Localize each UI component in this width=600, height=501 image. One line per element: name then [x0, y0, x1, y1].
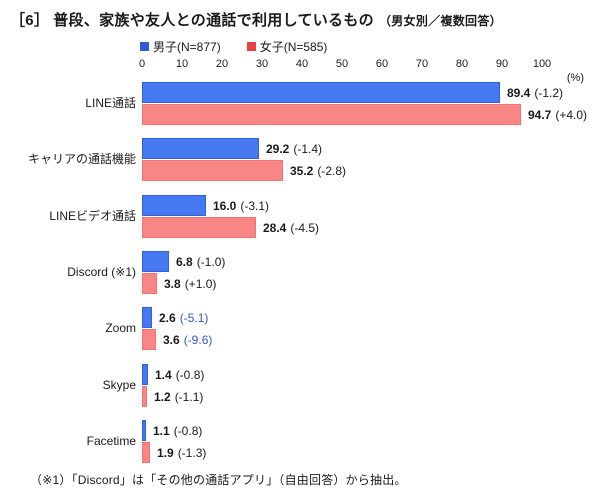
value-change: (-0.8) — [175, 367, 205, 382]
bar-female — [142, 329, 156, 350]
value-label-male: 29.2 (-1.4) — [266, 138, 322, 159]
x-tick-label: 70 — [415, 58, 429, 70]
value-label-male: 1.4 (-0.8) — [155, 364, 204, 385]
value-label-female: 35.2 (-2.8) — [290, 160, 346, 181]
value-number: 89.4 — [507, 85, 531, 100]
bar-male — [142, 251, 169, 272]
value-change: (-1.4) — [293, 141, 323, 156]
bar-female — [142, 273, 157, 294]
bar-female — [142, 160, 283, 181]
value-change: (-1.0) — [196, 254, 226, 269]
value-number: 29.2 — [266, 141, 290, 156]
category-label: Skype — [102, 377, 136, 392]
bar-male — [142, 82, 500, 103]
value-number: 35.2 — [290, 163, 314, 178]
bar-male — [142, 195, 206, 216]
category-label: Zoom — [105, 320, 136, 335]
value-label-male: 1.1 (-0.8) — [153, 420, 202, 441]
male-legend-swatch-icon — [140, 42, 149, 51]
x-tick-label: 100 — [532, 58, 552, 70]
value-number: 28.4 — [263, 220, 287, 235]
value-change: (-2.8) — [317, 163, 347, 178]
value-label-male: 6.8 (-1.0) — [176, 251, 225, 272]
bar-female — [142, 386, 147, 407]
x-tick-label: 80 — [455, 58, 469, 70]
legend-label-female: 女子(N=585) — [259, 40, 328, 54]
value-number: 1.4 — [155, 367, 172, 382]
chart-row: Discord (※1) 6.8 (-1.0) 3.8 (+1.0) — [0, 251, 600, 294]
chart-row: Skype 1.4 (-0.8) 1.2 (-1.1) — [0, 364, 600, 407]
value-number: 1.9 — [157, 445, 174, 460]
x-tick-label: 90 — [495, 58, 509, 70]
value-number: 1.2 — [154, 389, 171, 404]
bar-female — [142, 217, 256, 238]
value-change: (-4.5) — [290, 220, 320, 235]
value-number: 2.6 — [159, 310, 176, 325]
x-tick-label: 30 — [255, 58, 269, 70]
value-label-male: 89.4 (-1.2) — [507, 82, 563, 103]
category-label: キャリアの通話機能 — [27, 151, 136, 166]
category-label: Facetime — [86, 433, 136, 448]
female-legend-swatch-icon — [246, 42, 256, 51]
bar-female — [142, 104, 521, 125]
category-label: LINEビデオ通話 — [49, 208, 136, 223]
value-change: (-1.3) — [177, 445, 207, 460]
bar-male — [142, 364, 148, 385]
legend-item-male: 男子(N=877) — [140, 38, 221, 55]
value-change: (-5.1) — [179, 310, 209, 325]
category-label: LINE通話 — [85, 95, 136, 110]
value-change: (+1.0) — [184, 276, 217, 291]
plot-area: 0 10 20 30 40 50 60 70 80 90 100 (%) LINE通話 89.4 (-1… — [0, 58, 600, 468]
legend-label-male: 男子(N=877) — [153, 40, 221, 54]
legend: 男子(N=877) 女子(N=585) — [140, 38, 327, 55]
value-change: (-0.8) — [173, 423, 203, 438]
title-index: ［6］ — [10, 12, 50, 29]
value-label-male: 2.6 (-5.1) — [159, 307, 208, 328]
value-label-female: 3.6 (-9.6) — [163, 329, 212, 350]
x-tick-label: 10 — [175, 58, 189, 70]
value-number: 3.8 — [164, 276, 181, 291]
footnote: （※1）「Discord」は「その他の通話アプリ」（自由回答）から抽出。 — [30, 473, 407, 487]
bar-male — [142, 420, 146, 441]
value-label-female: 1.9 (-1.3) — [157, 442, 206, 463]
value-label-male: 16.0 (-3.1) — [213, 195, 269, 216]
chart-row: Facetime 1.1 (-0.8) 1.9 (-1.3) — [0, 420, 600, 463]
x-tick-label: 50 — [335, 58, 349, 70]
title-main: 普段、家族や友人との通話で利用しているもの — [53, 12, 374, 29]
category-label: Discord (※1) — [67, 264, 136, 279]
value-label-female: 94.7 (+4.0) — [528, 104, 587, 125]
value-number: 6.8 — [176, 254, 193, 269]
chart-title: ［6］ 普段、家族や友人との通話で利用しているもの （男女別／複数回答） — [10, 9, 502, 30]
axis-unit-label: (%) — [566, 72, 584, 84]
value-change: (-1.2) — [534, 85, 564, 100]
value-number: 3.6 — [163, 332, 180, 347]
value-change: (-9.6) — [183, 332, 213, 347]
bar-male — [142, 307, 152, 328]
value-label-female: 3.8 (+1.0) — [164, 273, 216, 294]
chart-row: LINEビデオ通話 16.0 (-3.1) 28.4 (-4.5) — [0, 195, 600, 238]
chart-row: キャリアの通話機能 29.2 (-1.4) 35.2 (-2.8) — [0, 138, 600, 181]
value-number: 1.1 — [153, 423, 170, 438]
legend-item-female: 女子(N=585) — [246, 38, 328, 55]
bar-female — [142, 442, 150, 463]
value-number: 16.0 — [213, 198, 237, 213]
chart-row: LINE通話 89.4 (-1.2) 94.7 (+4.0) — [0, 82, 600, 125]
value-change: (+4.0) — [555, 107, 588, 122]
chart-row: Zoom 2.6 (-5.1) 3.6 (-9.6) — [0, 307, 600, 350]
x-tick-label: 40 — [295, 58, 309, 70]
x-tick-label: 60 — [375, 58, 389, 70]
value-label-female: 28.4 (-4.5) — [263, 217, 319, 238]
title-subtitle: （男女別／複数回答） — [378, 14, 502, 28]
value-label-female: 1.2 (-1.1) — [154, 386, 203, 407]
x-tick-label: 0 — [138, 58, 146, 70]
x-tick-label: 20 — [215, 58, 229, 70]
bar-male — [142, 138, 259, 159]
value-change: (-1.1) — [174, 389, 204, 404]
value-number: 94.7 — [528, 107, 552, 122]
value-change: (-3.1) — [240, 198, 270, 213]
